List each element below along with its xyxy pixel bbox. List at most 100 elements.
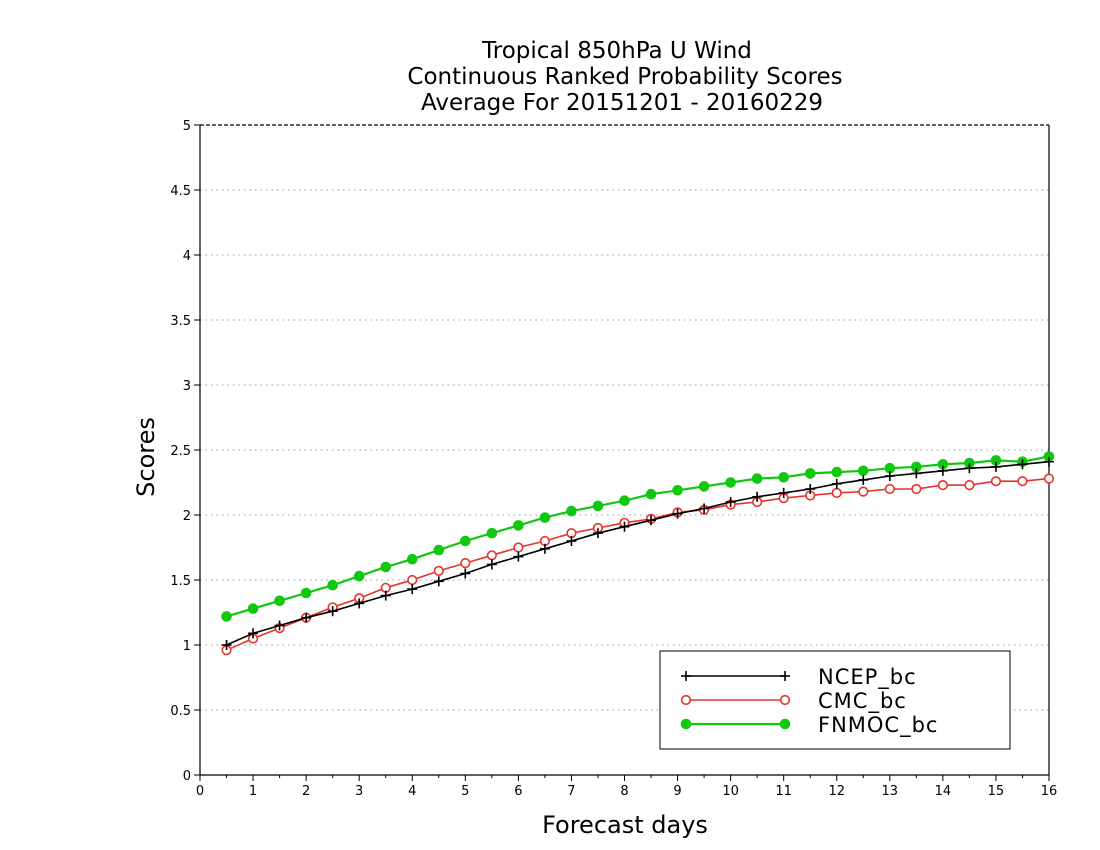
legend-entry-CMC_bc: CMC_bc (680, 689, 907, 714)
point-FNMOC_bc-18 (698, 481, 710, 492)
point-NCEP_bc-14 (592, 528, 603, 539)
point-FNMOC_bc-5 (353, 570, 365, 582)
point-CMC_bc-26 (911, 483, 922, 495)
point-FNMOC_bc-16 (645, 488, 657, 500)
point-NCEP_bc-5 (354, 598, 365, 609)
y-tick-label-4: 2 (183, 509, 191, 524)
point-NCEP_bc-10 (486, 559, 497, 570)
x-tick-label-0: 0 (196, 784, 204, 799)
point-NCEP_bc-29 (990, 461, 1001, 472)
point-NCEP_bc-0 (221, 640, 232, 650)
y-tick-label-2: 1 (183, 639, 191, 654)
chart-title: Tropical 850hPa U Wind Continuous Ranked… (407, 38, 842, 116)
legend-label-NCEP_bc: NCEP_bc (818, 665, 917, 690)
legend-marker-right-NCEP_bc (780, 671, 790, 681)
x-tick-label-5: 5 (461, 784, 469, 799)
point-FNMOC_bc-8 (433, 544, 445, 556)
point-FNMOC_bc-6 (380, 561, 392, 573)
point-CMC_bc-24 (858, 486, 869, 497)
point-NCEP_bc-20 (752, 491, 763, 502)
point-FNMOC_bc-13 (566, 505, 577, 517)
point-FNMOC_bc-7 (406, 553, 418, 565)
point-FNMOC_bc-19 (725, 477, 736, 488)
legend-marker-right-CMC_bc (779, 694, 791, 706)
point-NCEP_bc-2 (274, 620, 285, 631)
series-FNMOC_bc (221, 451, 1055, 622)
point-NCEP_bc-16 (646, 515, 657, 526)
legend-marker-left-CMC_bc (680, 694, 692, 706)
point-NCEP_bc-25 (884, 471, 895, 481)
point-NCEP_bc-6 (380, 590, 391, 601)
point-NCEP_bc-12 (539, 543, 550, 554)
y-tick-label-0: 0 (183, 769, 191, 784)
point-NCEP_bc-3 (301, 612, 312, 623)
legend-marker-right-FNMOC_bc (779, 718, 791, 730)
point-CMC_bc-9 (460, 557, 471, 569)
point-CMC_bc-8 (433, 565, 444, 577)
point-CMC_bc-30 (1017, 476, 1028, 487)
y-tick-label-10: 5 (183, 119, 191, 134)
point-NCEP_bc-22 (805, 484, 816, 494)
grid-lines (200, 189, 1049, 711)
point-FNMOC_bc-15 (619, 495, 630, 507)
x-tick-label-1: 1 (249, 784, 257, 799)
point-CMC_bc-31 (1043, 473, 1055, 484)
point-CMC_bc-29 (990, 476, 1002, 487)
point-NCEP_bc-30 (1017, 459, 1028, 470)
x-tick-label-8: 8 (620, 784, 628, 799)
point-NCEP_bc-7 (407, 584, 418, 595)
point-NCEP_bc-15 (619, 521, 630, 532)
point-FNMOC_bc-0 (221, 611, 232, 622)
point-NCEP_bc-17 (672, 508, 683, 519)
point-NCEP_bc-21 (778, 487, 789, 498)
point-CMC_bc-25 (884, 483, 895, 495)
point-FNMOC_bc-21 (778, 472, 789, 483)
y-tick-label-8: 4 (183, 249, 191, 264)
point-FNMOC_bc-14 (592, 500, 604, 512)
point-FNMOC_bc-9 (460, 535, 471, 547)
point-NCEP_bc-26 (911, 468, 922, 479)
legend-entry-FNMOC_bc: FNMOC_bc (680, 713, 938, 738)
x-tick-label-15: 15 (988, 784, 1005, 799)
legend-label-FNMOC_bc: FNMOC_bc (818, 713, 938, 738)
y-tick-label-7: 3.5 (170, 314, 191, 329)
point-CMC_bc-11 (513, 542, 524, 553)
x-tick-label-11: 11 (775, 784, 792, 799)
point-FNMOC_bc-10 (486, 527, 498, 539)
point-CMC_bc-28 (964, 480, 975, 491)
point-FNMOC_bc-11 (513, 520, 524, 531)
x-tick-label-2: 2 (302, 784, 310, 799)
y-tick-label-5: 2.5 (170, 444, 191, 459)
point-NCEP_bc-27 (937, 465, 948, 476)
x-tick-label-7: 7 (567, 784, 575, 799)
x-tick-label-16: 16 (1041, 784, 1058, 799)
chart-title-line-2: Continuous Ranked Probability Scores (407, 64, 842, 90)
point-FNMOC_bc-23 (831, 466, 843, 478)
x-tick-label-3: 3 (355, 784, 363, 799)
point-NCEP_bc-13 (566, 536, 577, 546)
point-FNMOC_bc-1 (247, 603, 259, 614)
y-tick-label-1: 0.5 (170, 704, 191, 719)
x-tick-label-10: 10 (722, 784, 739, 799)
point-FNMOC_bc-22 (804, 468, 816, 479)
point-FNMOC_bc-12 (539, 512, 551, 523)
point-NCEP_bc-23 (831, 478, 842, 489)
point-NCEP_bc-1 (248, 628, 259, 639)
point-NCEP_bc-31 (1044, 456, 1054, 467)
point-NCEP_bc-8 (433, 576, 444, 587)
legend-entry-NCEP_bc: NCEP_bc (681, 665, 917, 690)
legend-label-CMC_bc: CMC_bc (818, 689, 907, 714)
point-NCEP_bc-9 (460, 568, 471, 579)
point-NCEP_bc-19 (725, 497, 736, 507)
axes: 00.511.522.533.544.550 1 2 3 4 5 6 7 8 9 10 11 12 13 1… (170, 119, 1057, 799)
legend-marker-left-FNMOC_bc (680, 718, 692, 730)
point-FNMOC_bc-20 (751, 473, 763, 484)
series-NCEP_bc (221, 456, 1054, 650)
legend-marker-left-NCEP_bc (681, 671, 691, 681)
point-CMC_bc-10 (486, 550, 497, 561)
y-tick-label-3: 1.5 (170, 574, 191, 589)
x-tick-label-9: 9 (673, 784, 681, 799)
point-FNMOC_bc-3 (300, 587, 312, 599)
point-FNMOC_bc-2 (274, 595, 285, 607)
